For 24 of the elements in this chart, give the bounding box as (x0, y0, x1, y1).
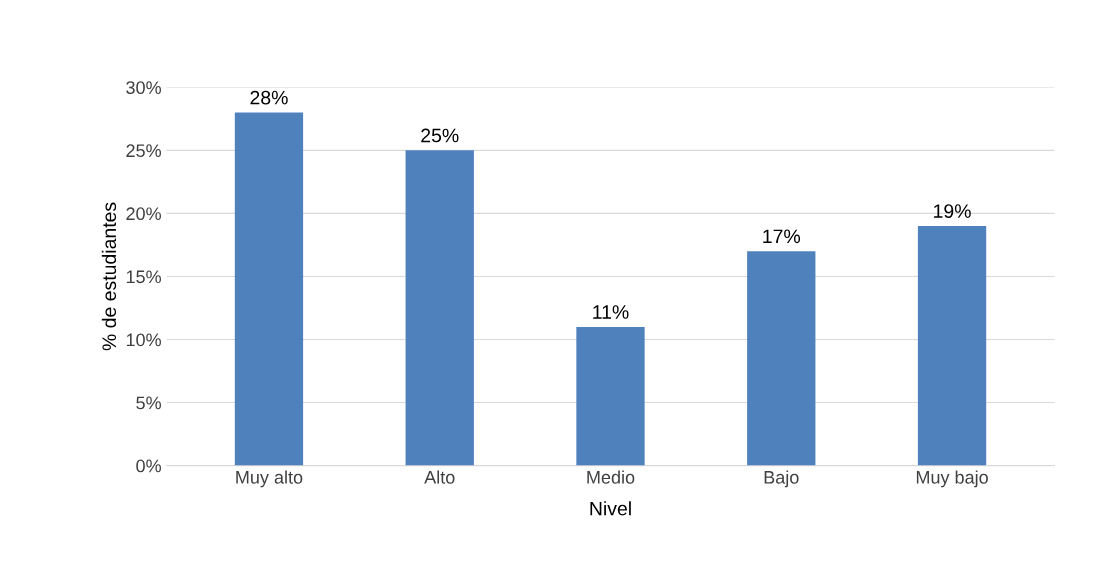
x-tick-label: Muy bajo (916, 470, 988, 488)
bar (234, 112, 304, 466)
bar (747, 251, 816, 466)
data-label: 28% (250, 90, 288, 105)
bar (405, 150, 474, 466)
x-tick-label: Alto (424, 470, 455, 484)
x-tick-label: Medio (587, 470, 635, 484)
x-tick-label: Muy alto (236, 470, 303, 488)
data-label: 19% (934, 204, 971, 218)
y-tick-label: 10% (126, 333, 161, 347)
x-axis-title: Nivel (590, 501, 631, 516)
y-tick-label: 20% (126, 207, 161, 221)
data-label: 17% (763, 229, 801, 244)
y-tick-label: 30% (126, 81, 161, 95)
y-axis-title: % de estudiantes (101, 202, 117, 351)
bar (576, 326, 645, 466)
y-tick-label: 0% (136, 459, 161, 473)
bar (917, 226, 987, 466)
y-tick-label: 15% (126, 270, 161, 284)
y-tick-label: 5% (136, 396, 161, 410)
data-label: 25% (421, 128, 459, 143)
x-tick-label: Bajo (764, 470, 799, 488)
y-tick-label: 25% (126, 144, 161, 158)
data-label: 11% (593, 305, 629, 319)
